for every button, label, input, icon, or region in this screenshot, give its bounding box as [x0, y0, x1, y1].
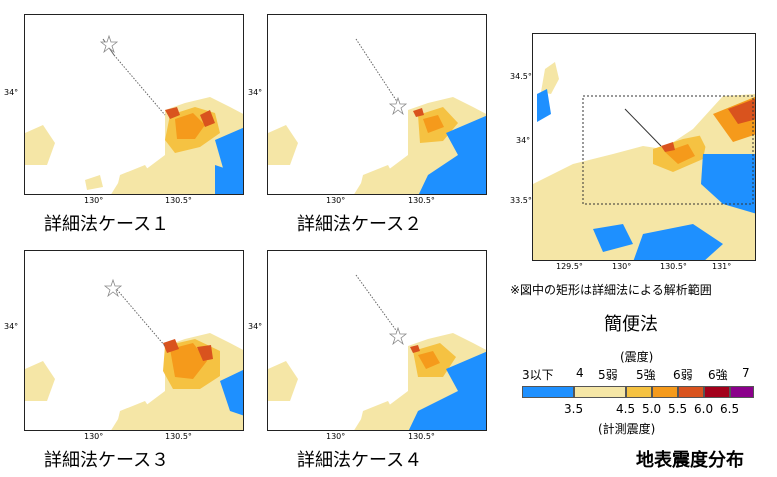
analysis-range-note: ※図中の矩形は詳細法による解析範囲 — [510, 283, 712, 297]
panel-caption: 詳細法ケース１ — [44, 214, 170, 235]
lon-tick-130: 130° — [326, 432, 346, 441]
lon-tick-130: 130° — [612, 262, 632, 271]
map-panel-case1 — [24, 14, 244, 195]
panel-caption: 詳細法ケース４ — [297, 450, 423, 471]
intensity-label: 3以下 — [522, 368, 554, 382]
measured-value: 5.5 — [668, 402, 688, 416]
legend-swatch-5-lower — [626, 386, 652, 398]
legend-measured-values: 3.5 4.5 5.0 5.5 6.0 6.5 — [522, 402, 754, 416]
lon-tick-130: 130° — [84, 432, 104, 441]
intensity-label: 4 — [576, 366, 584, 380]
lat-tick-34: 34° — [4, 88, 19, 97]
lat-tick-34: 34° — [516, 136, 531, 145]
lon-tick-130-5: 130.5° — [660, 262, 687, 271]
panel-caption: 詳細法ケース２ — [297, 214, 423, 235]
legend-color-bar — [522, 386, 754, 398]
intensity-label: 7 — [742, 366, 750, 380]
lat-tick-34-5: 34.5° — [510, 72, 532, 81]
simple-method-caption: 簡便法 — [604, 314, 658, 335]
map-panel-simple — [532, 33, 756, 261]
measured-value: 5.0 — [642, 402, 662, 416]
lon-tick-131: 131° — [712, 262, 732, 271]
lon-tick-130: 130° — [326, 196, 346, 205]
lat-tick-34: 34° — [248, 88, 263, 97]
measured-value: 4.5 — [616, 402, 636, 416]
intensity-label: 5弱 — [598, 368, 618, 382]
lat-tick-34: 34° — [248, 322, 263, 331]
legend-title-intensity: (震度) — [620, 350, 654, 364]
intensity-label: 5強 — [636, 368, 656, 382]
lon-tick-130-5: 130.5° — [408, 432, 435, 441]
legend-title-measured: (計測震度) — [598, 422, 656, 436]
lon-tick-130-5: 130.5° — [165, 432, 192, 441]
intensity-label: 6弱 — [673, 368, 693, 382]
measured-value: 6.5 — [720, 402, 740, 416]
measured-value: 3.5 — [564, 402, 584, 416]
map-panel-case2 — [267, 14, 487, 195]
lon-tick-130-5: 130.5° — [165, 196, 192, 205]
measured-value: 6.0 — [694, 402, 714, 416]
legend-swatch-7 — [730, 386, 754, 398]
legend-swatch-5-upper — [652, 386, 678, 398]
map-panel-case4 — [267, 250, 487, 431]
lat-tick-34: 34° — [4, 322, 19, 331]
lat-tick-33-5: 33.5° — [510, 196, 532, 205]
map-panel-case3 — [24, 250, 244, 431]
legend-swatch-6-lower — [678, 386, 704, 398]
lon-tick-129-5: 129.5° — [556, 262, 583, 271]
legend-swatch-4 — [574, 386, 626, 398]
panel-caption: 詳細法ケース３ — [44, 450, 170, 471]
legend-swatch-3-or-less — [522, 386, 574, 398]
legend-swatch-6-upper — [704, 386, 730, 398]
lon-tick-130: 130° — [84, 196, 104, 205]
legend-intensity-labels: 3以下 4 5弱 5強 6弱 6強 7 — [522, 366, 752, 382]
figure-title: 地表震度分布 — [636, 450, 744, 471]
lon-tick-130-5: 130.5° — [408, 196, 435, 205]
intensity-label: 6強 — [708, 368, 728, 382]
